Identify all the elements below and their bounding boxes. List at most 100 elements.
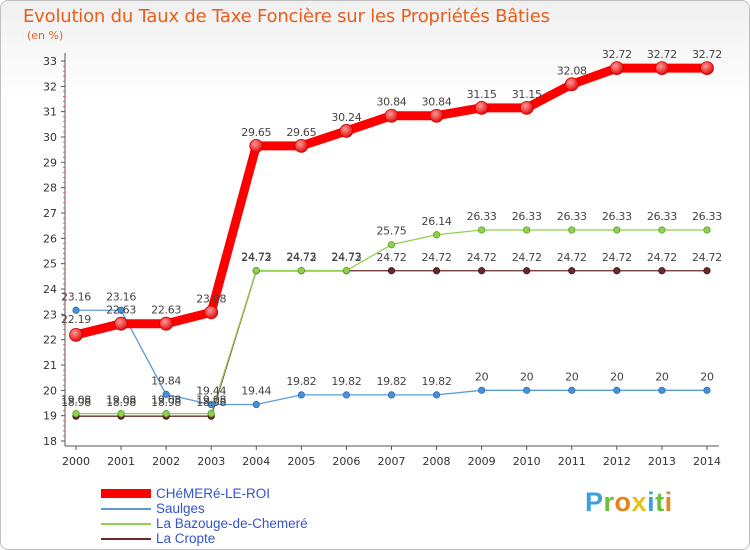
data-point-la-cropte <box>387 267 396 275</box>
chart-series <box>69 61 714 420</box>
data-label-la-cropte: 18.98 <box>196 396 226 409</box>
data-label-la-cropte: 24.72 <box>647 251 677 264</box>
data-label-la-cropte: 24.72 <box>376 251 406 264</box>
data-point-saulges <box>568 386 576 394</box>
x-tick-label: 2009 <box>468 455 496 468</box>
logo-letter: i <box>647 487 656 517</box>
data-label-chemere-le-roi: 30.84 <box>376 96 406 109</box>
data-label-la-bazouge-de-chemere: 19.08 <box>106 394 136 407</box>
data-point-la-bazouge-de-chemere <box>342 266 351 275</box>
legend-item-la-bazouge: La Bazouge-de-Chemeré <box>101 516 308 531</box>
series-la-bazouge-de-chemere <box>72 226 711 418</box>
y-tick-label: 31 <box>43 106 57 119</box>
y-tick-label: 20 <box>43 384 57 397</box>
legend-label-saulges: Saulges <box>156 501 205 516</box>
data-label-la-cropte: 24.72 <box>512 251 542 264</box>
data-label-la-cropte: 24.72 <box>602 251 632 264</box>
data-label-la-cropte: 24.72 <box>692 251 722 264</box>
data-label-chemere-le-roi: 29.65 <box>286 126 316 139</box>
data-label-saulges: 19.84 <box>151 374 181 387</box>
y-tick-label: 25 <box>43 258 57 271</box>
proxiti-logo: Proxiti <box>585 487 673 518</box>
data-label-saulges: 19.44 <box>241 385 271 398</box>
legend-swatch-la-bazouge <box>101 522 151 525</box>
data-point-la-bazouge-de-chemere <box>162 410 170 418</box>
y-tick-label: 32 <box>43 80 57 93</box>
data-label-la-bazouge-de-chemere: 26.33 <box>647 210 677 223</box>
data-label-la-cropte: 18.98 <box>106 396 136 409</box>
data-label-chemere-le-roi: 22.63 <box>106 304 136 317</box>
data-point-la-bazouge-de-chemere <box>658 226 666 234</box>
data-label-chemere-le-roi: 32.72 <box>647 48 677 61</box>
data-point-chemere-le-roi <box>339 124 354 138</box>
data-label-la-bazouge-de-chemere: 26.33 <box>467 210 497 223</box>
y-tick-label: 23 <box>43 308 57 321</box>
x-tick-label: 2002 <box>152 455 180 468</box>
data-label-saulges: 20 <box>565 370 579 383</box>
y-tick-label: 29 <box>43 156 57 169</box>
data-point-chemere-le-roi <box>159 316 174 331</box>
data-point-la-cropte <box>613 267 621 275</box>
data-point-chemere-le-roi <box>204 305 219 320</box>
data-point-chemere-le-roi <box>429 108 444 123</box>
data-label-la-bazouge-de-chemere: 19.08 <box>61 394 91 407</box>
data-label-saulges: 20 <box>700 370 714 383</box>
x-tick-label: 2006 <box>332 455 360 468</box>
data-label-saulges: 20 <box>655 370 669 383</box>
data-point-la-bazouge-de-chemere <box>387 241 396 249</box>
data-point-saulges <box>117 306 125 314</box>
logo-letter: x <box>631 487 648 517</box>
data-label-saulges: 19.82 <box>331 375 361 388</box>
data-point-la-bazouge-de-chemere <box>703 226 711 234</box>
data-point-saulges <box>658 386 666 394</box>
data-point-saulges <box>207 400 215 409</box>
data-label-la-cropte: 18.98 <box>61 396 91 409</box>
data-label-chemere-le-roi: 30.24 <box>331 111 361 124</box>
y-tick-label: 33 <box>43 55 57 68</box>
data-label-chemere-le-roi: 29.65 <box>241 126 271 139</box>
y-tick-label: 28 <box>43 182 57 195</box>
data-label-la-bazouge-de-chemere: 24.73 <box>331 251 361 264</box>
data-label-la-bazouge-de-chemere: 25.75 <box>376 225 406 238</box>
x-tick-label: 2003 <box>197 455 225 468</box>
legend-label-la-cropte: La Cropte <box>156 531 216 546</box>
chart-data-labels: 22.19 22.63 22.63 23.08 29.65 29.65 30.24 30.84… <box>61 48 723 409</box>
x-tick-label: 2013 <box>648 455 676 468</box>
data-point-la-cropte <box>478 267 486 275</box>
data-point-chemere-le-roi <box>474 100 489 115</box>
data-label-la-cropte: 24.72 <box>286 251 316 264</box>
data-point-la-cropte <box>658 267 666 275</box>
x-tick-label: 2014 <box>693 455 721 468</box>
data-label-saulges: 19.44 <box>196 385 226 398</box>
data-label-la-cropte: 24.72 <box>422 251 452 264</box>
logo-letter: r <box>603 487 615 517</box>
legend-item-saulges: Saulges <box>101 501 205 516</box>
legend-label-chemere-le-roi: CHéMERé-LE-ROI <box>156 486 271 501</box>
logo-letter: o <box>614 487 632 517</box>
x-tick-label: 2007 <box>377 455 405 468</box>
chart-axes: 18 19 20 21 22 23 24 25 26 27 28 29 30 31 32 33 2000 2001… <box>43 53 721 468</box>
data-label-saulges: 20 <box>475 370 489 383</box>
data-label-la-cropte: 24.72 <box>331 251 361 264</box>
y-tick-label: 18 <box>43 435 57 448</box>
y-tick-label: 19 <box>43 410 57 423</box>
chart-title: Evolution du Taux de Taxe Foncière sur l… <box>23 6 550 27</box>
data-point-chemere-le-roi <box>655 61 669 75</box>
x-tick-label: 2001 <box>107 455 135 468</box>
legend-swatch-chemere-le-roi <box>101 489 151 498</box>
y-tick-label: 21 <box>43 359 57 372</box>
data-label-chemere-le-roi: 31.15 <box>467 88 497 101</box>
x-tick-label: 2011 <box>558 455 586 468</box>
data-point-chemere-le-roi <box>384 108 399 123</box>
legend-item-chemere-le-roi: CHéMERé-LE-ROI <box>101 486 270 501</box>
y-axis-unit: (en %) <box>27 29 64 42</box>
x-tick-label: 2008 <box>423 455 451 468</box>
y-tick-label: 24 <box>43 283 57 296</box>
data-label-la-bazouge-de-chemere: 19.08 <box>196 394 226 407</box>
data-label-saulges: 19.82 <box>376 375 406 388</box>
data-point-chemere-le-roi <box>249 138 264 153</box>
data-point-saulges <box>703 386 711 394</box>
data-point-la-cropte <box>432 267 441 275</box>
